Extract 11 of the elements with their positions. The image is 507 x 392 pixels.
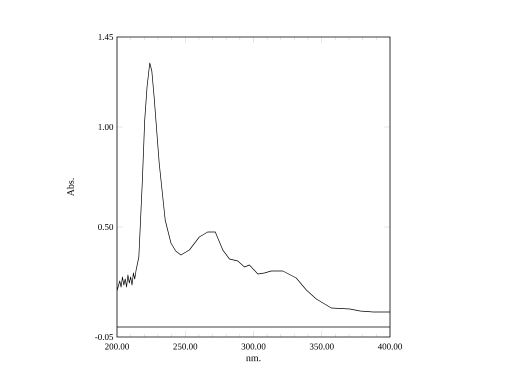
- y-axis-title: Abs.: [66, 178, 74, 196]
- x-tick-label: 300.00: [242, 344, 266, 350]
- x-tick-label: 200.00: [105, 344, 129, 350]
- y-tick-label: -0.05: [95, 334, 114, 340]
- x-tick-label: 350.00: [310, 344, 334, 350]
- x-tick-label: 400.00: [378, 344, 402, 350]
- y-tick-label: 1.45: [98, 34, 114, 40]
- y-tick-label: 1.00: [98, 124, 114, 130]
- y-tick-label: 0.50: [98, 224, 114, 230]
- x-tick-label: 250.00: [173, 344, 198, 350]
- x-axis-title: nm.: [246, 356, 260, 362]
